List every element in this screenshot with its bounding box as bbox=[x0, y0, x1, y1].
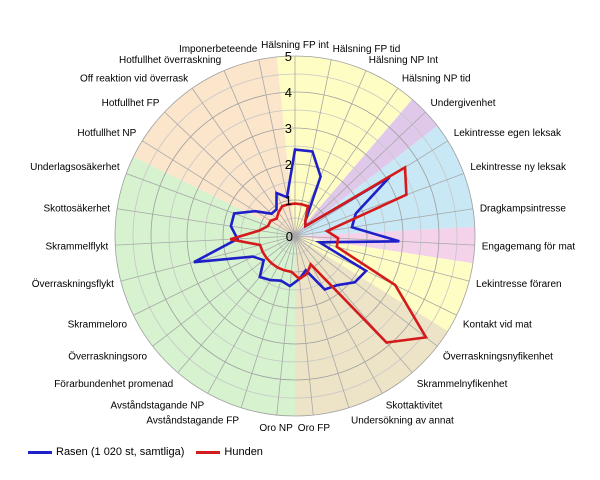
category-label: Hotfullhet FP bbox=[102, 98, 160, 109]
category-label: Hotfullhet NP bbox=[77, 128, 136, 139]
radial-tick-labels: 1 2 3 4 5 0 bbox=[285, 49, 293, 244]
category-label: Undersökning av annat bbox=[351, 415, 454, 426]
series-line-0 bbox=[193, 148, 400, 291]
category-label: Lekintresse föraren bbox=[476, 279, 562, 290]
grid-spoke bbox=[294, 111, 426, 237]
grid-spoke bbox=[152, 235, 296, 347]
category-label: Engagemang för mat bbox=[482, 241, 576, 252]
grid-spoke bbox=[294, 235, 314, 416]
grid-spoke bbox=[177, 235, 296, 373]
category-label: Skottosäkerhet bbox=[43, 204, 110, 215]
category-label: Imponerbeteende bbox=[179, 44, 258, 55]
grid-spoke bbox=[276, 235, 296, 416]
legend-swatch-dog bbox=[196, 450, 221, 454]
grid-spoke bbox=[294, 208, 473, 237]
grid-spoke bbox=[258, 59, 296, 237]
grid-spoke bbox=[294, 59, 332, 237]
background-sector-4 bbox=[295, 236, 473, 332]
grid-spoke bbox=[294, 88, 399, 237]
category-label: Hälsning NP Int bbox=[369, 55, 439, 66]
grid-spoke bbox=[120, 235, 296, 282]
legend-label-breed: Rasen (1 020 st, samtliga) bbox=[56, 446, 185, 458]
grid-spoke bbox=[294, 235, 383, 394]
category-label: Skrammelflykt bbox=[45, 241, 108, 252]
grid-spoke bbox=[133, 235, 296, 316]
category-label: Skrammelnyfikenhet bbox=[417, 379, 508, 390]
category-label: Hälsning FP tid bbox=[333, 44, 401, 55]
grid-spoke bbox=[294, 173, 464, 237]
category-label: Överraskningsoro bbox=[68, 350, 147, 362]
tick-label: 1 bbox=[285, 193, 292, 208]
tick-label-zero: 0 bbox=[286, 229, 293, 244]
background-sector-3 bbox=[295, 226, 475, 264]
grid-spoke bbox=[223, 70, 296, 237]
grid-spoke bbox=[294, 235, 350, 408]
category-label: Överraskningsnyfikenhet bbox=[443, 350, 553, 362]
legend: Rasen (1 020 st, samtliga) Hunden bbox=[28, 446, 275, 458]
category-label: Underlagsosäkerhet bbox=[30, 162, 120, 173]
grid-spoke bbox=[294, 235, 438, 347]
background-sector-0 bbox=[276, 56, 413, 237]
category-label: Kontakt vid mat bbox=[463, 319, 532, 330]
category-label: Off reaktion vid överrask bbox=[80, 74, 189, 85]
legend-item-dog: Hunden bbox=[196, 446, 263, 458]
category-label: Avståndstagande FP bbox=[146, 414, 239, 426]
grid-spoke bbox=[164, 111, 296, 237]
category-label: Skottaktivitet bbox=[386, 401, 443, 412]
category-label: Oro FP bbox=[298, 423, 331, 434]
background-sector-7 bbox=[133, 56, 295, 236]
series-line-1 bbox=[229, 165, 429, 344]
category-label: Dragkampsintresse bbox=[480, 204, 567, 215]
category-label: Undergivenhet bbox=[431, 98, 496, 109]
grid-spoke bbox=[294, 235, 413, 373]
category-label: Hälsning FP int bbox=[261, 40, 329, 51]
tick-label: 5 bbox=[285, 49, 292, 64]
tick-label: 3 bbox=[285, 121, 292, 136]
category-label: Hälsning NP tid bbox=[402, 74, 471, 85]
category-label: Överraskningsflykt bbox=[32, 278, 114, 290]
category-label: Lekintresse ny leksak bbox=[470, 162, 567, 173]
grid-spoke bbox=[115, 235, 296, 246]
grid-spoke bbox=[117, 208, 296, 237]
legend-item-breed: Rasen (1 020 st, samtliga) bbox=[28, 446, 184, 458]
category-label: Oro NP bbox=[259, 423, 293, 434]
category-label: Avståndstagande NP bbox=[110, 400, 204, 412]
radar-grid bbox=[114, 55, 476, 417]
tick-label: 2 bbox=[285, 157, 292, 172]
legend-swatch-breed bbox=[28, 450, 52, 454]
grid-spoke bbox=[294, 235, 457, 316]
grid-spoke bbox=[207, 235, 296, 394]
category-label: Hotfullhet överraskning bbox=[119, 55, 221, 66]
background-sector-6 bbox=[114, 156, 296, 416]
category-label: Förarbundenhet promenad bbox=[54, 379, 173, 390]
grid-spoke bbox=[240, 235, 296, 408]
category-label: Skrammeloro bbox=[68, 319, 128, 330]
legend-label-dog: Hunden bbox=[224, 446, 263, 458]
category-label: Lekintresse egen leksak bbox=[454, 128, 562, 139]
data-series bbox=[193, 148, 429, 344]
tick-label: 4 bbox=[285, 85, 292, 100]
